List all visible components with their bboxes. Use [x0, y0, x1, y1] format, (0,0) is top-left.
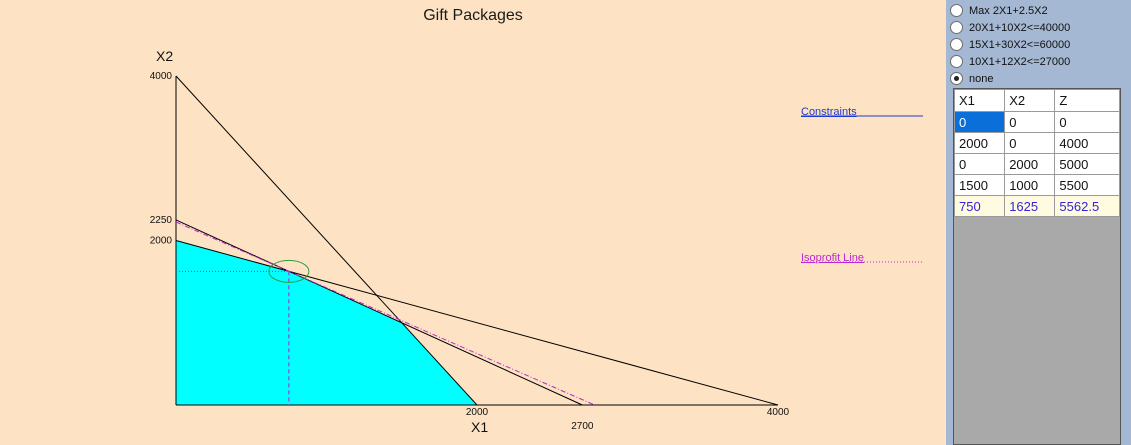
- chart-svg: 4000 2250 2000 2000 4000 2700: [150, 71, 923, 432]
- radio-option-label: 20X1+10X2<=40000: [969, 21, 1071, 34]
- legend-isoprofit-label: Isoprofit Line: [801, 252, 864, 264]
- grid-cell[interactable]: 1500: [953, 174, 1006, 196]
- feasible-region: [176, 240, 477, 405]
- y-tick-label-2250: 2250: [150, 215, 173, 226]
- optimum-marker: [268, 259, 310, 283]
- radio-option-label: Max 2X1+2.5X2: [969, 4, 1048, 17]
- radio-option-3[interactable]: 15X1+30X2<=60000: [946, 36, 1131, 53]
- grid-cell[interactable]: 2000: [1004, 153, 1056, 175]
- grid-cell[interactable]: 5562.5: [1054, 195, 1120, 217]
- radio-button-icon[interactable]: [950, 21, 963, 34]
- grid-cell[interactable]: 1000: [1004, 174, 1056, 196]
- grid-cell[interactable]: 750: [953, 195, 1006, 217]
- results-grid[interactable]: X1 X2 Z 0 0 0 2000 0 4000 0 2000 5000 1500 1000 5500 7…: [953, 88, 1121, 445]
- table-row[interactable]: 0 2000 5000: [953, 153, 1120, 175]
- radio-option-2[interactable]: 20X1+10X2<=40000: [946, 19, 1131, 36]
- isoprofit-line: [175, 221, 595, 406]
- radio-button-icon[interactable]: [950, 55, 963, 68]
- radio-option-label: none: [969, 72, 994, 85]
- grid-header-x2: X2: [1004, 89, 1056, 112]
- grid-cell[interactable]: 1625: [1004, 195, 1056, 217]
- constraint-line-1: [175, 75, 478, 406]
- table-row[interactable]: 750 1625 5562.5: [953, 195, 1120, 217]
- radio-option-5[interactable]: none: [946, 70, 1131, 87]
- grid-cell[interactable]: 2000: [953, 132, 1006, 154]
- x-tick-label-2700: 2700: [571, 421, 594, 432]
- radio-option-label: 10X1+12X2<=27000: [969, 55, 1071, 68]
- table-row[interactable]: 1500 1000 5500: [953, 174, 1120, 196]
- x-tick-label-4000: 4000: [767, 407, 790, 418]
- side-panel: Max 2X1+2.5X2 20X1+10X2<=40000 15X1+30X2<=…: [946, 0, 1131, 445]
- table-row[interactable]: 2000 0 4000: [953, 132, 1120, 154]
- radio-option-label: 15X1+30X2<=60000: [969, 38, 1071, 51]
- grid-header-z: Z: [1054, 89, 1120, 112]
- grid-cell[interactable]: 0: [1004, 132, 1056, 154]
- y-axis-name: X2: [156, 48, 174, 64]
- y-tick-label-4000: 4000: [150, 71, 173, 82]
- radio-button-icon[interactable]: [950, 4, 963, 17]
- grid-header-x1: X1: [953, 89, 1006, 112]
- grid-cell[interactable]: 0: [1054, 111, 1120, 133]
- radio-button-icon[interactable]: [950, 72, 963, 85]
- legend-constraints-label: Constraints: [801, 106, 857, 118]
- chart-area: 4000 2250 2000 2000 4000 2700 Gift Packages X…: [149, 7, 923, 435]
- y-tick-label-2000: 2000: [150, 236, 173, 247]
- x-axis-name: X1: [471, 419, 489, 435]
- grid-cell[interactable]: 0: [1004, 111, 1056, 133]
- x-tick-label-2000: 2000: [466, 407, 489, 418]
- radio-option-1[interactable]: Max 2X1+2.5X2: [946, 2, 1131, 19]
- radio-option-4[interactable]: 10X1+12X2<=27000: [946, 53, 1131, 70]
- constraint-line-2: [175, 240, 779, 406]
- grid-cell[interactable]: 5000: [1054, 153, 1120, 175]
- chart-title: Gift Packages: [423, 7, 523, 24]
- radio-list: Max 2X1+2.5X2 20X1+10X2<=40000 15X1+30X2<=…: [946, 0, 1131, 87]
- grid-cell[interactable]: 5500: [1054, 174, 1120, 196]
- grid-body: 0 0 0 2000 0 4000 0 2000 5000 1500 1000 5500 750 1625…: [953, 111, 1120, 217]
- constraint-line-3: [175, 219, 583, 406]
- radio-button-icon[interactable]: [950, 38, 963, 51]
- grid-header-row: X1 X2 Z: [953, 89, 1120, 112]
- grid-cell[interactable]: 0: [953, 111, 1006, 133]
- grid-cell[interactable]: 4000: [1054, 132, 1120, 154]
- grid-cell[interactable]: 0: [953, 153, 1006, 175]
